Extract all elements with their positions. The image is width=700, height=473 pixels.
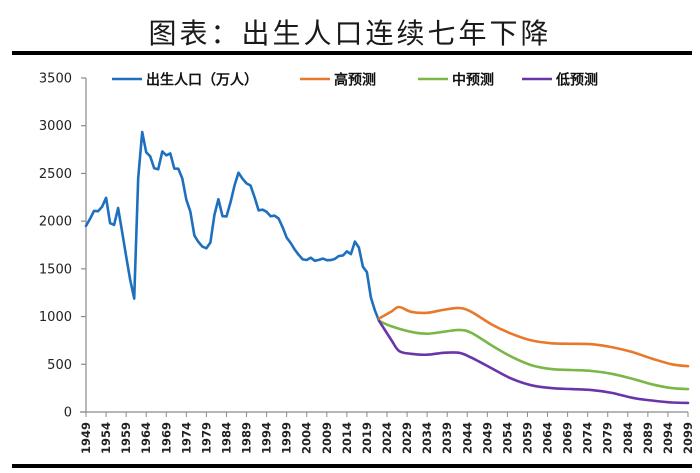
y-tick-label: 2000 (39, 215, 72, 230)
x-tick-label: 2059 (520, 422, 534, 454)
x-tick-label: 2089 (641, 422, 655, 454)
x-tick-label: 1949 (79, 422, 93, 454)
y-axis: 0 500 1000 1500 2000 2500 3000 3500 (39, 72, 87, 421)
series-line-low-forecast (377, 319, 690, 405)
x-tick-label: 1984 (219, 422, 233, 454)
series-line-mid-forecast (377, 319, 690, 391)
series-layer (84, 130, 690, 405)
y-tick-label: 1500 (39, 262, 72, 277)
y-tick-label: 0 (64, 406, 72, 421)
page-title: 图表：出生人口连续七年下降 (148, 17, 552, 50)
x-tick-label: 2079 (601, 422, 615, 454)
series-line-high-forecast (377, 305, 690, 368)
x-tick-label: 2064 (541, 422, 555, 454)
y-tick-label: 1000 (39, 310, 72, 325)
x-tick-label: 1979 (199, 422, 213, 454)
x-tick-label: 2014 (340, 422, 354, 454)
x-tick-label: 1994 (260, 422, 274, 454)
x-tick-label: 1974 (179, 422, 193, 454)
x-tick-label: 2049 (480, 422, 494, 454)
y-tick-label: 500 (47, 358, 72, 373)
x-tick-label: 1954 (99, 422, 113, 454)
x-tick-label: 2004 (300, 422, 314, 454)
x-tick-label: 1959 (119, 422, 133, 454)
x-tick-label: 1989 (240, 422, 254, 454)
series-line-births (84, 130, 381, 323)
top-divider (12, 51, 692, 55)
legend-label: 低预测 (555, 72, 598, 89)
x-tick-label: 1969 (159, 422, 173, 454)
x-tick-label: 2039 (440, 422, 454, 454)
x-tick-label: 2084 (621, 422, 635, 454)
legend-item-mid-forecast: 中预测 (418, 72, 494, 89)
legend-item-births: 出生人口（万人） (112, 72, 258, 89)
y-tick-label: 3500 (39, 72, 72, 87)
bottom-divider (12, 464, 692, 468)
x-tick-label: 2094 (661, 422, 675, 454)
x-tick-label: 1964 (139, 422, 153, 454)
legend: 出生人口（万人） 高预测 中预测 低预测 (112, 72, 598, 89)
x-tick-label: 2009 (320, 422, 334, 454)
x-tick-label: 2019 (360, 422, 374, 454)
x-tick-label: 2069 (561, 422, 575, 454)
x-tick-label: 2024 (380, 422, 394, 454)
x-tick-label: 2099 (681, 422, 695, 454)
legend-label: 高预测 (334, 72, 376, 89)
x-tick-label: 2054 (500, 422, 514, 454)
y-tick-label: 2500 (39, 167, 72, 182)
legend-label: 中预测 (452, 72, 494, 89)
x-tick-label: 2034 (420, 422, 434, 454)
legend-item-low-forecast: 低预测 (522, 72, 598, 89)
y-tick-label: 3000 (39, 119, 72, 134)
x-tick-label: 1999 (280, 422, 294, 454)
x-tick-label: 2044 (460, 422, 474, 454)
legend-item-high-forecast: 高预测 (300, 72, 376, 89)
legend-label: 出生人口（万人） (146, 72, 258, 89)
x-tick-label: 2029 (400, 422, 414, 454)
x-tick-label: 2074 (581, 422, 595, 454)
x-axis: 1949 1954 1959 1964 1969 1974 1979 1984 1989 1994… (79, 411, 695, 454)
